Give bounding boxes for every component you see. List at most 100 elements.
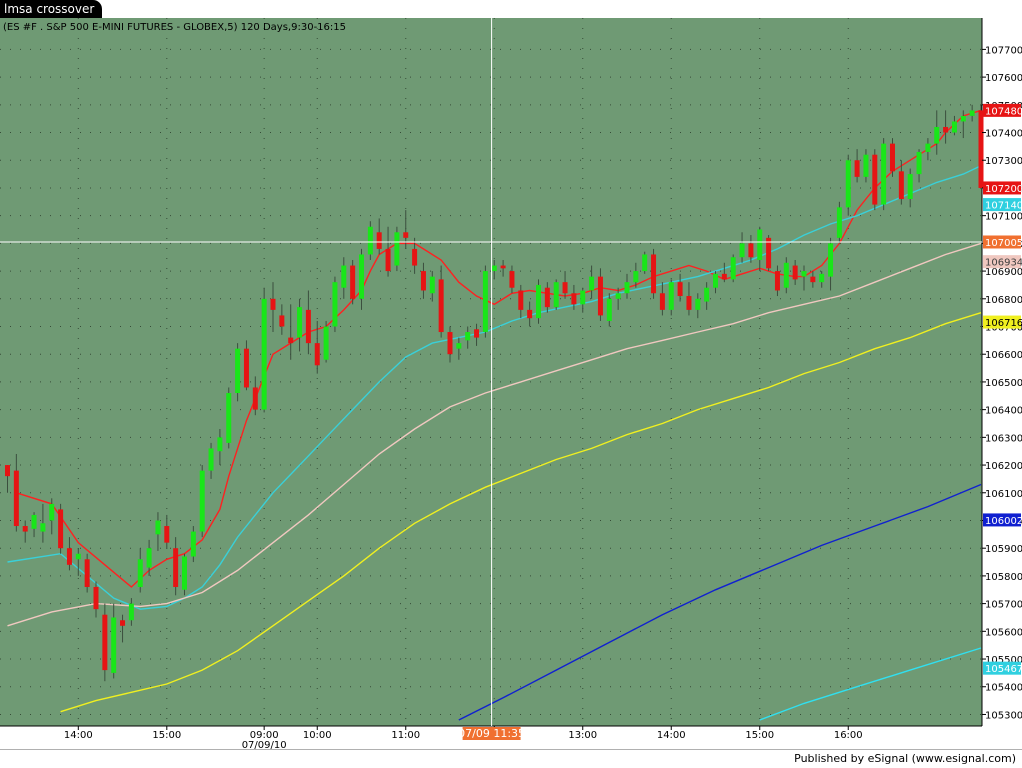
candle-body xyxy=(748,243,754,258)
candle-body xyxy=(828,243,834,277)
candle-body xyxy=(31,514,37,529)
x-tick-label: 15:00 xyxy=(745,730,774,741)
y-tick-label: 106900 xyxy=(985,267,1022,278)
candle-body xyxy=(456,343,462,349)
x-tick-label: 16:00 xyxy=(834,730,863,741)
candle-body xyxy=(810,276,816,283)
price-chart[interactable]: 1077001076001075001074001073001072001071… xyxy=(0,18,1022,749)
candle-body xyxy=(359,254,364,299)
crosshair xyxy=(0,18,982,726)
candle-body xyxy=(553,282,559,308)
price-tag-label: 107480 xyxy=(985,106,1022,117)
candle-body xyxy=(633,271,639,283)
candle-body xyxy=(845,160,851,208)
candle-body xyxy=(907,174,913,200)
candle-body xyxy=(376,232,382,249)
candle-body xyxy=(40,523,46,532)
candle-body xyxy=(916,151,922,175)
candle-body xyxy=(624,282,630,294)
candle-body xyxy=(544,287,550,308)
crosshair-price-label-bg xyxy=(983,235,1021,249)
candle-body xyxy=(447,332,453,355)
candle-body xyxy=(943,126,949,133)
candle-body xyxy=(199,470,205,532)
candle-body xyxy=(721,273,727,280)
candle-body xyxy=(925,143,931,152)
y-tick-label: 107100 xyxy=(985,212,1022,223)
candle-body xyxy=(597,276,603,316)
candle-body xyxy=(252,387,258,410)
x-tick-label: 14:00 xyxy=(64,730,93,741)
crosshair-labels: 07/09 11:35 107005 xyxy=(458,235,1022,740)
y-tick-label: 106600 xyxy=(985,350,1022,361)
price-tag-bg xyxy=(983,198,1021,212)
candle-body xyxy=(261,298,267,410)
window-title[interactable]: lmsa crossover xyxy=(0,0,103,18)
y-tick-label: 105700 xyxy=(985,600,1022,611)
price-tags: 107480 107200 107140 106934 106716 106002 1054… xyxy=(983,103,1022,675)
candle-body xyxy=(500,265,506,269)
candle-body xyxy=(155,520,161,535)
candle-body xyxy=(960,115,966,122)
candle-body xyxy=(589,276,595,291)
ma-line-6 xyxy=(759,647,982,721)
y-tick-label: 107400 xyxy=(985,129,1022,140)
candle-body xyxy=(279,315,285,327)
price-tag-label: 106716 xyxy=(985,318,1022,329)
candle-body xyxy=(13,470,19,527)
candle-body xyxy=(235,348,241,394)
candle-body xyxy=(978,110,984,188)
candle-body xyxy=(5,465,10,477)
candle-body xyxy=(403,232,409,238)
candle-body xyxy=(128,603,134,621)
candle-body xyxy=(951,121,957,133)
candle-body xyxy=(881,143,887,205)
x-tick-label: 13:00 xyxy=(568,730,597,741)
candle-body xyxy=(84,559,90,587)
candle-body xyxy=(332,282,338,327)
price-tag-label: 105467 xyxy=(985,664,1022,675)
grid xyxy=(0,18,982,726)
y-tick-label: 106800 xyxy=(985,295,1022,306)
candle-body xyxy=(863,154,869,177)
y-tick-label: 107700 xyxy=(985,45,1022,56)
ma-line-4 xyxy=(60,312,982,713)
candle-body xyxy=(686,296,692,310)
candle-body xyxy=(739,243,745,258)
candle-body xyxy=(385,248,391,272)
price-tag-bg xyxy=(983,181,1021,195)
candle-body xyxy=(305,309,311,344)
y-tick-label: 106100 xyxy=(985,489,1022,500)
candle-body xyxy=(120,620,126,626)
candle-body xyxy=(217,437,223,452)
candle-body xyxy=(677,282,683,297)
candle-body xyxy=(872,154,878,205)
candles xyxy=(5,104,984,682)
y-tick-label: 106200 xyxy=(985,461,1022,472)
y-tick-label: 107300 xyxy=(985,156,1022,167)
price-tag-label: 106934 xyxy=(985,258,1022,269)
candle-body xyxy=(890,143,895,172)
y-tick-label: 105500 xyxy=(985,655,1022,666)
price-tag-bg xyxy=(983,255,1021,269)
candle-body xyxy=(713,273,718,288)
candle-body xyxy=(420,271,426,291)
candle-body xyxy=(783,262,789,288)
footer: Published by eSignal (www.esignal.com) xyxy=(0,749,1022,768)
crosshair-time-label: 07/09 11:35 xyxy=(458,727,525,740)
candle-body xyxy=(350,265,356,299)
chart-area[interactable]: 1077001076001075001074001073001072001071… xyxy=(0,18,1022,749)
crosshair-time-label-bg xyxy=(462,727,521,740)
candle-body xyxy=(111,617,117,673)
candle-body xyxy=(527,309,533,319)
price-tag-label: 107200 xyxy=(985,184,1022,195)
candle-body xyxy=(412,248,418,266)
candle-body xyxy=(164,526,170,543)
candle-body xyxy=(704,287,710,302)
candle-body xyxy=(75,553,81,560)
candle-body xyxy=(801,271,807,277)
y-tick-label: 106300 xyxy=(985,433,1022,444)
candle-body xyxy=(58,509,64,549)
title-bar: lmsa crossover xyxy=(0,0,1022,18)
publisher-text: Published by eSignal (www.esignal.com) xyxy=(794,752,1016,765)
